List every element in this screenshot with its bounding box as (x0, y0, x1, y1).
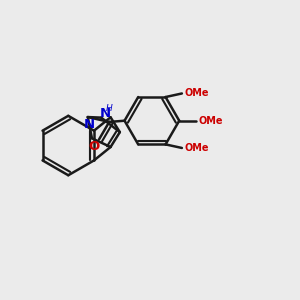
Text: OMe: OMe (184, 143, 209, 153)
Text: O: O (88, 140, 100, 152)
Text: N: N (84, 118, 95, 131)
Text: N: N (100, 106, 111, 120)
Text: OMe: OMe (184, 88, 209, 98)
Text: OMe: OMe (199, 116, 223, 126)
Text: H: H (106, 104, 113, 113)
